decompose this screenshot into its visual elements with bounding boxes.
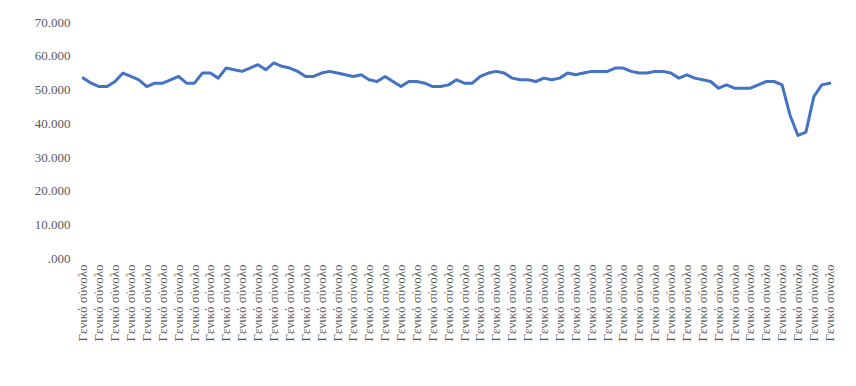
svg-text:Γενικό σύνολο: Γενικό σύνολο <box>647 265 662 342</box>
svg-text:Γενικό σύνολο: Γενικό σύνολο <box>234 265 249 342</box>
svg-text:Γενικό σύνολο: Γενικό σύνολο <box>250 265 265 342</box>
svg-text:Γενικό σύνολο: Γενικό σύνολο <box>758 265 773 342</box>
svg-text:60.000: 60.000 <box>35 48 71 63</box>
svg-text:Γενικό σύνολο: Γενικό σύνολο <box>282 265 297 342</box>
svg-text:Γενικό σύνολο: Γενικό σύνολο <box>91 265 106 342</box>
svg-text:Γενικό σύνολο: Γενικό σύνολο <box>171 265 186 342</box>
svg-text:Γενικό σύνολο: Γενικό σύνολο <box>631 265 646 342</box>
svg-text:Γενικό σύνολο: Γενικό σύνολο <box>345 265 360 342</box>
svg-text:Γενικό σύνολο: Γενικό σύνολο <box>425 265 440 342</box>
svg-text:Γενικό σύνολο: Γενικό σύνολο <box>472 265 487 342</box>
svg-text:Γενικό σύνολο: Γενικό σύνολο <box>123 265 138 342</box>
svg-text:Γενικό σύνολο: Γενικό σύνολο <box>742 265 757 342</box>
svg-text:Γενικό σύνολο: Γενικό σύνολο <box>75 265 90 342</box>
svg-text:Γενικό σύνολο: Γενικό σύνολο <box>536 265 551 342</box>
svg-text:Γενικό σύνολο: Γενικό σύνολο <box>822 265 837 342</box>
svg-text:Γενικό σύνολο: Γενικό σύνολο <box>314 265 329 342</box>
svg-text:Γενικό σύνολο: Γενικό σύνολο <box>139 265 154 342</box>
svg-text:Γενικό σύνολο: Γενικό σύνολο <box>457 265 472 342</box>
svg-text:Γενικό σύνολο: Γενικό σύνολο <box>568 265 583 342</box>
svg-text:Γενικό σύνολο: Γενικό σύνολο <box>393 265 408 342</box>
svg-text:Γενικό σύνολο: Γενικό σύνολο <box>806 265 821 342</box>
svg-text:Γενικό σύνολο: Γενικό σύνολο <box>155 265 170 342</box>
svg-text:70.000: 70.000 <box>35 15 71 30</box>
svg-text:50.000: 50.000 <box>35 82 71 97</box>
svg-text:30.000: 30.000 <box>35 150 71 165</box>
svg-text:Γενικό σύνολο: Γενικό σύνολο <box>266 265 281 342</box>
svg-text:Γενικό σύνολο: Γενικό σύνολο <box>488 265 503 342</box>
svg-text:Γενικό σύνολο: Γενικό σύνολο <box>107 265 122 342</box>
svg-text:.000: .000 <box>48 251 71 266</box>
svg-text:Γενικό σύνολο: Γενικό σύνολο <box>584 265 599 342</box>
svg-text:Γενικό σύνολο: Γενικό σύνολο <box>679 265 694 342</box>
svg-text:Γενικό σύνολο: Γενικό σύνολο <box>727 265 742 342</box>
svg-text:Γενικό σύνολο: Γενικό σύνολο <box>774 265 789 342</box>
svg-text:Γενικό σύνολο: Γενικό σύνολο <box>552 265 567 342</box>
svg-text:Γενικό σύνολο: Γενικό σύνολο <box>218 265 233 342</box>
svg-text:Γενικό σύνολο: Γενικό σύνολο <box>409 265 424 342</box>
svg-text:Γενικό σύνολο: Γενικό σύνολο <box>663 265 678 342</box>
svg-text:Γενικό σύνολο: Γενικό σύνολο <box>330 265 345 342</box>
svg-text:Γενικό σύνολο: Γενικό σύνολο <box>361 265 376 342</box>
svg-text:Γενικό σύνολο: Γενικό σύνολο <box>504 265 519 342</box>
svg-text:40.000: 40.000 <box>35 116 71 131</box>
svg-text:Γενικό σύνολο: Γενικό σύνολο <box>377 265 392 342</box>
svg-text:Γενικό σύνολο: Γενικό σύνολο <box>711 265 726 342</box>
svg-text:Γενικό σύνολο: Γενικό σύνολο <box>298 265 313 342</box>
svg-text:Γενικό σύνολο: Γενικό σύνολο <box>202 265 217 342</box>
svg-text:Γενικό σύνολο: Γενικό σύνολο <box>615 265 630 342</box>
svg-text:Γενικό σύνολο: Γενικό σύνολο <box>187 265 202 342</box>
svg-text:Γενικό σύνολο: Γενικό σύνολο <box>600 265 615 342</box>
svg-text:Γενικό σύνολο: Γενικό σύνολο <box>441 265 456 342</box>
svg-text:Γενικό σύνολο: Γενικό σύνολο <box>790 265 805 342</box>
svg-text:Γενικό σύνολο: Γενικό σύνολο <box>695 265 710 342</box>
svg-text:Γενικό σύνολο: Γενικό σύνολο <box>520 265 535 342</box>
svg-text:20.000: 20.000 <box>35 183 71 198</box>
svg-text:10.000: 10.000 <box>35 217 71 232</box>
